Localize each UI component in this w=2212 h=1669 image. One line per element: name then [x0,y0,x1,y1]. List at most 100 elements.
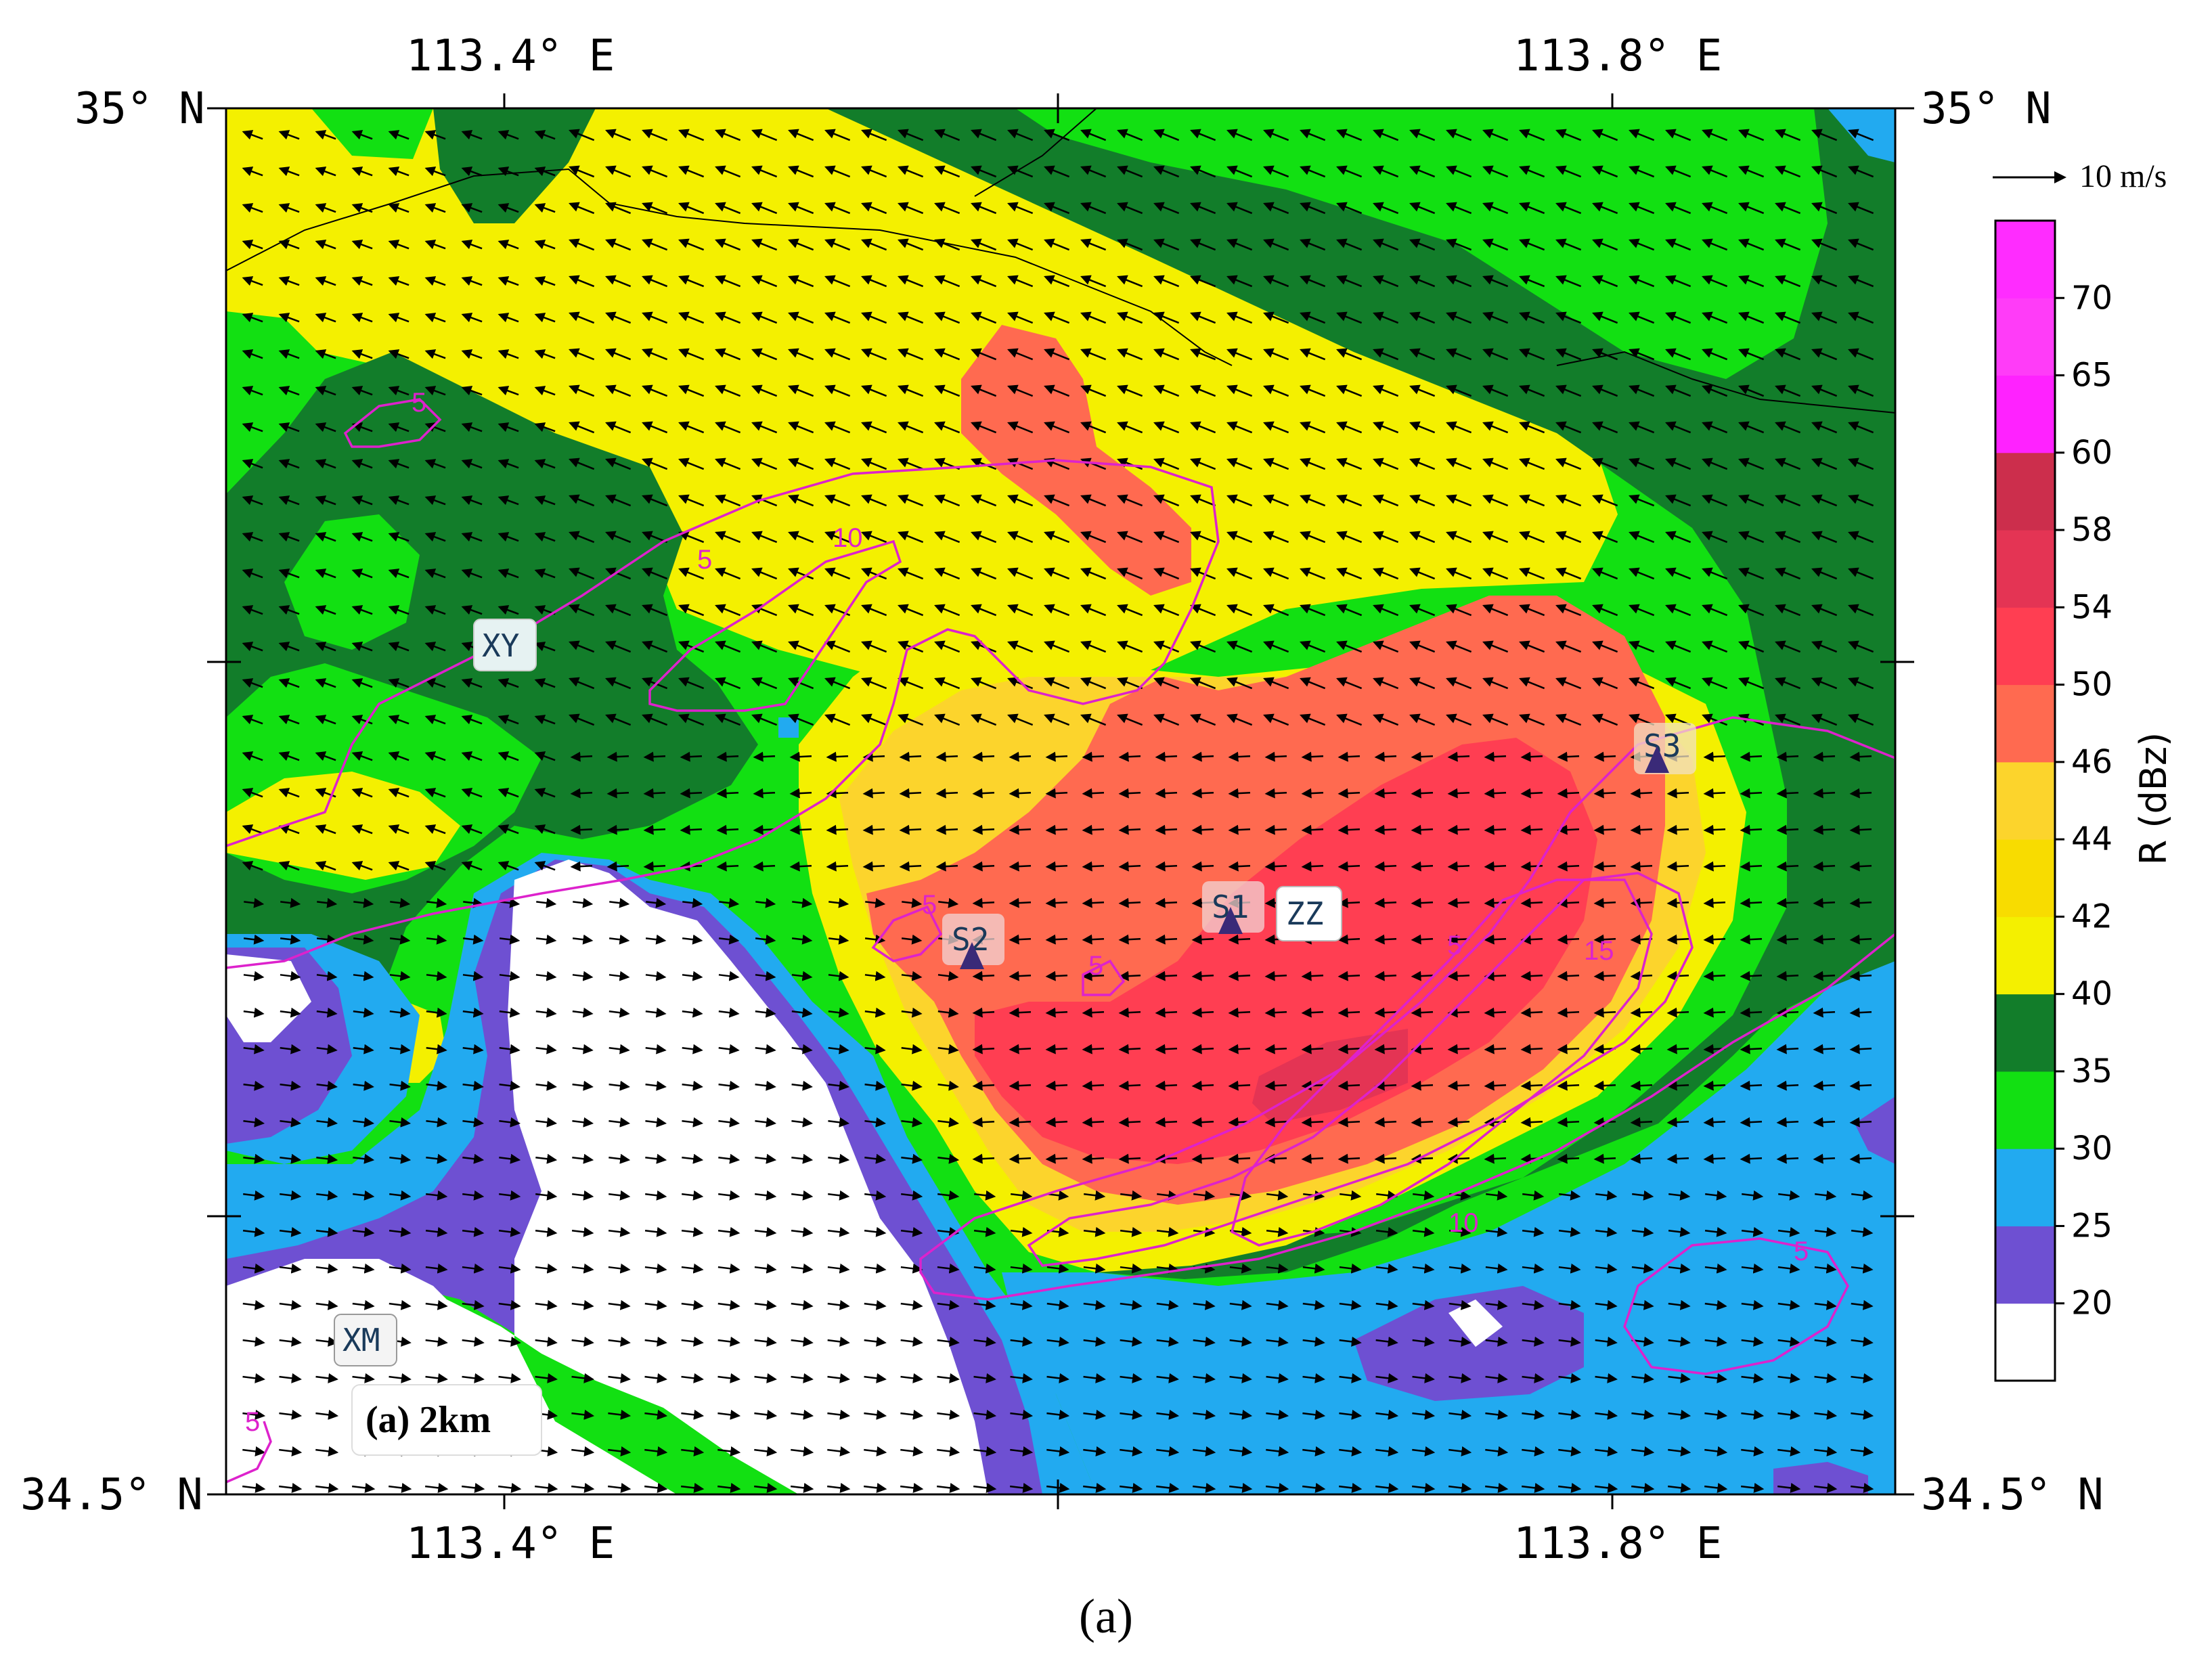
wind-arrow [1813,971,1836,981]
wind-arrow [1702,677,1728,690]
wind-arrow [570,751,593,762]
wind-arrow [1336,165,1363,178]
wind-arrow [824,384,851,397]
wind-arrow [1409,311,1436,324]
wind-arrow [826,751,849,762]
wind-arrow [1848,494,1874,507]
wind-arrow [1409,275,1436,288]
wind-arrow [1557,824,1580,835]
wind-arrow [1155,1044,1178,1054]
wind-arrow [1155,1117,1178,1128]
wind-arrow [1555,165,1582,178]
wind-arrow [642,165,668,178]
wind-arrow [534,130,556,140]
wind-arrow [1520,971,1543,981]
wind-arrow [315,166,336,177]
station-s2: S2 [942,914,1004,969]
wind-arrow [1446,384,1472,397]
wind-arrow [1409,604,1436,617]
wind-arrow [934,275,960,288]
wind-arrow [971,421,997,434]
wind-arrow [1555,238,1582,251]
wind-arrow [1373,531,1399,543]
colorbar: 20 25 30 35 40 42 44 46 50 54 58 60 65 70 [1994,219,2113,1382]
wind-arrow [971,275,997,288]
wind-arrow [1045,1117,1068,1128]
wind-arrow [1848,677,1874,690]
wind-arrow [1226,421,1253,434]
wind-arrow [715,348,741,361]
wind-arrow [1153,311,1180,324]
wind-arrow [751,165,778,178]
wind-arrow [388,130,410,140]
wind-arrow [1153,640,1180,653]
wind-arrow [1044,348,1070,361]
wind-arrow [1373,165,1399,178]
wind-arrow [1447,897,1470,908]
wind-arrow [1849,1117,1872,1128]
wind-arrow [461,240,483,250]
wind-arrow [1153,348,1180,361]
wind-arrow [751,713,778,726]
wind-arrow [1482,165,1509,178]
wind-arrow [605,421,632,434]
wind-arrow [642,238,668,251]
wind-arrow [424,642,446,652]
wind-arrow [788,129,814,141]
wind-arrow [461,313,483,323]
wind-arrow [1666,1080,1689,1091]
wind-arrow [1082,1080,1105,1091]
wind-arrow [1702,348,1728,361]
wind-arrow [1044,165,1070,178]
wind-arrow [1044,238,1070,251]
wind-arrow [534,532,556,542]
wind-arrow [1263,421,1289,434]
wind-arrow [824,275,851,288]
colorbar-level-label: 65 [2071,357,2113,395]
wind-arrow [824,202,851,215]
wind-arrow [1555,348,1582,361]
wind-arrow [278,678,300,688]
wind-arrow [1082,824,1105,835]
wind-arrow [971,567,997,580]
wind-arrow [861,713,887,726]
wind-arrow [1155,1080,1178,1091]
wind-arrow [1228,1080,1251,1091]
wind-arrow [569,494,595,507]
wind-arrow [1629,348,1655,361]
wind-arrow [1740,1044,1763,1054]
wind-arrow [1665,640,1691,653]
wind-arrow [1665,384,1691,397]
wind-arrow [1153,494,1180,507]
colorbar-level-label: 58 [2071,511,2113,549]
wind-arrow [1117,238,1143,251]
wind-arrow [605,238,632,251]
wind-arrow [1009,824,1032,835]
wind-arrow [1738,348,1765,361]
wind-arrow [315,532,336,542]
wind-arrow [751,238,778,251]
wind-arrow [1703,1080,1726,1091]
wind-arrow [861,311,887,324]
wind-arrow [788,421,814,434]
wind-arrow [1520,897,1543,908]
wind-arrow [751,531,778,543]
wind-arrow [605,202,632,215]
wind-arrow [1411,1080,1434,1091]
wind-arrow [1226,238,1253,251]
wind-arrow [1555,713,1582,726]
wind-arrow [1190,531,1216,543]
wind-arrow [278,788,300,798]
wind-arrow [606,751,629,762]
wind-arrow [1190,202,1216,215]
wind-arrow [1007,384,1034,397]
wind-arrow [388,715,410,725]
wind-arrow [351,276,373,286]
wind-arrow [1301,1044,1324,1054]
wind-arrow [1848,348,1874,361]
wind-arrow [1702,421,1728,434]
wind-arrow [1337,1044,1361,1054]
wind-arrow [1117,604,1143,617]
wind-arrow [1811,165,1838,178]
wind-arrow [1446,275,1472,288]
